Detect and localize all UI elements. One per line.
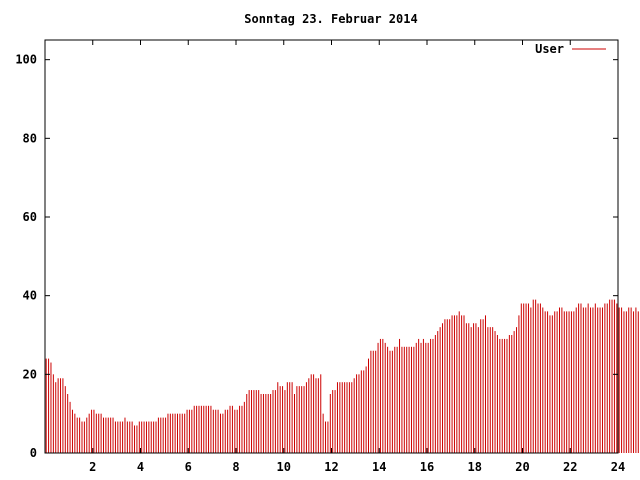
y-tick-label: 60 [23,210,37,224]
x-tick-label: 16 [420,460,434,474]
x-tick-label: 12 [324,460,338,474]
y-tick-label: 80 [23,131,37,145]
bars-group [45,299,639,453]
chart-title: Sonntag 23. Februar 2014 [244,12,417,26]
legend-label-user: User [535,42,564,56]
y-tick-label: 100 [15,53,37,67]
x-tick-label: 14 [372,460,386,474]
x-tick-label: 18 [468,460,482,474]
x-tick-label: 22 [563,460,577,474]
y-tick-label: 20 [23,367,37,381]
y-tick-label: 0 [30,446,37,460]
plot-frame [44,39,619,454]
legend: User [535,42,606,56]
x-tick-label: 8 [232,460,239,474]
y-tick-label: 40 [23,289,37,303]
x-tick-label: 2 [89,460,96,474]
x-tick-label: 20 [515,460,529,474]
x-tick-label: 6 [185,460,192,474]
x-tick-label: 10 [277,460,291,474]
x-tick-label: 4 [137,460,144,474]
x-tick-label: 24 [611,460,625,474]
